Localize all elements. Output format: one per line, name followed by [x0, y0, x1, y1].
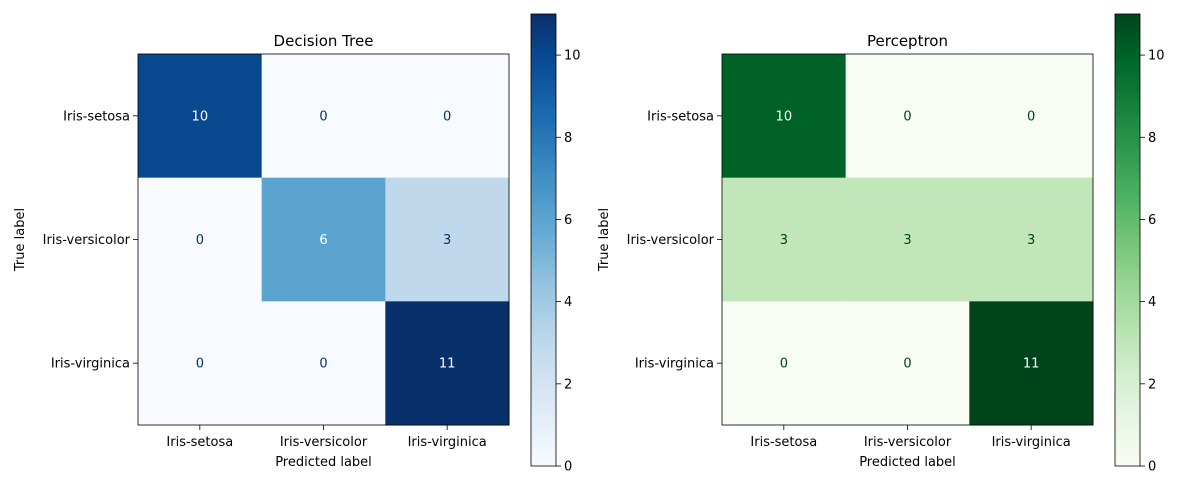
panel2-cell-value: 0 [903, 357, 911, 372]
panel2-colorbar-tick-label: 10 [1148, 49, 1165, 64]
panel2-title: Perceptron [867, 32, 948, 50]
panel2-y-tick-label: Iris-versicolor [627, 233, 715, 248]
panel1-cell-value: 0 [319, 357, 327, 372]
panel1-cell-value: 3 [443, 233, 451, 248]
panel1-cell-value: 0 [319, 109, 327, 124]
panel1-cell [385, 177, 510, 302]
panel2-cell [845, 301, 970, 426]
panel2-cell-value: 0 [1027, 109, 1035, 124]
panel1-y-tick-label: Iris-virginica [51, 357, 130, 372]
panel1-cell [138, 54, 263, 179]
panel2-cell [969, 301, 1094, 426]
panel1-colorbar-tick-label: 10 [564, 49, 581, 64]
panel1-y-axis-label: True label [13, 208, 28, 272]
panel1-cell [385, 301, 510, 426]
panel1-cell [261, 54, 386, 179]
panel2-cell-value: 3 [780, 233, 788, 248]
panel2-colorbar-tick-label: 4 [1148, 295, 1156, 310]
panel2-y-tick-label: Iris-setosa [647, 109, 714, 124]
panel1-y-tick-label: Iris-versicolor [43, 233, 131, 248]
panel2-cell-value: 11 [1023, 357, 1040, 372]
panel1-colorbar-tick-label: 8 [564, 131, 572, 146]
panel1-colorbar [530, 13, 557, 467]
panel1-x-axis-label: Predicted label [275, 455, 372, 470]
panel2-cell [969, 54, 1094, 179]
panel2-x-tick-label: Iris-versicolor [864, 435, 952, 450]
panel1-cell-value: 10 [192, 109, 209, 124]
panel2-cell [722, 54, 847, 179]
panel1-colorbar-tick-label: 2 [564, 377, 572, 392]
panel2-x-tick-label: Iris-virginica [992, 435, 1071, 450]
panel2-cell-value: 3 [903, 233, 911, 248]
panel1-cell-value: 0 [196, 233, 204, 248]
panel2-x-tick-label: Iris-setosa [750, 435, 817, 450]
panel1-cell-value: 11 [439, 357, 456, 372]
panel2-colorbar-tick-label: 0 [1148, 460, 1156, 475]
panel1-x-tick-label: Iris-setosa [166, 435, 233, 450]
panel1-cell-value: 0 [196, 357, 204, 372]
panel2-cell [845, 177, 970, 302]
panel2-cell-value: 3 [1027, 233, 1035, 248]
panel2-colorbar-tick-label: 8 [1148, 131, 1156, 146]
panel1-cell [385, 54, 510, 179]
panel1-title: Decision Tree [274, 32, 374, 50]
panel1-colorbar-tick-label: 6 [564, 213, 572, 228]
panel2-cell [845, 54, 970, 179]
panel2-y-tick-label: Iris-virginica [635, 357, 714, 372]
panel2-colorbar-tick-label: 2 [1148, 377, 1156, 392]
panel1-cell [138, 301, 263, 426]
panel2-x-axis-label: Predicted label [859, 455, 956, 470]
panel1-colorbar-tick-label: 4 [564, 295, 572, 310]
panel2-colorbar-tick-label: 6 [1148, 213, 1156, 228]
panel1-x-tick-label: Iris-versicolor [280, 435, 368, 450]
panel2-cell [722, 177, 847, 302]
panel1-x-tick-label: Iris-virginica [408, 435, 487, 450]
panel2-cell-value: 0 [780, 357, 788, 372]
panel2-cell-value: 10 [776, 109, 793, 124]
panel1-colorbar-tick-label: 0 [564, 460, 572, 475]
panel1-cell-value: 0 [443, 109, 451, 124]
panel1-cell [261, 177, 386, 302]
panel1-cell [138, 177, 263, 302]
panel2-cell [969, 177, 1094, 302]
panel1-cell-value: 6 [319, 233, 327, 248]
panel2-colorbar [1114, 13, 1141, 467]
panel1-y-tick-label: Iris-setosa [63, 109, 130, 124]
panel2-cell-value: 0 [903, 109, 911, 124]
panel2-cell [722, 301, 847, 426]
panel1-cell [261, 301, 386, 426]
panel2-y-axis-label: True label [597, 208, 612, 272]
